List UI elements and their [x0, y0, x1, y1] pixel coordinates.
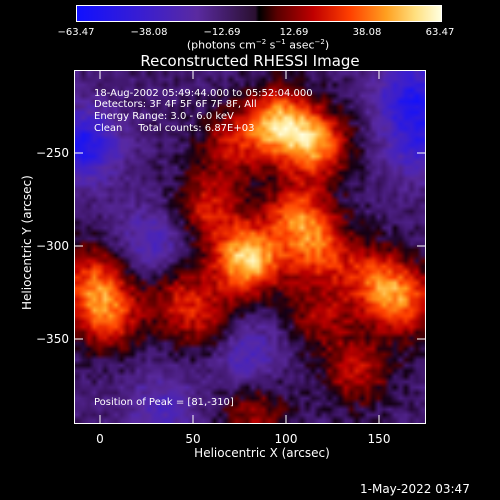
colorbar-tick: 12.69 — [279, 27, 309, 38]
y-axis-label: Heliocentric Y (arcsec) — [20, 175, 34, 310]
colorbar — [76, 5, 442, 22]
plot-title: Reconstructed RHESSI Image — [140, 52, 360, 70]
peak-position-label: Position of Peak = [81,-310] — [94, 397, 234, 408]
axis-ticks — [75, 71, 425, 423]
colorbar-tick: −63.47 — [57, 27, 95, 38]
detectors-label: Detectors: 3F 4F 5F 6F 7F 8F, All — [94, 99, 257, 110]
colorbar-tick: 38.08 — [352, 27, 382, 38]
colorbar-tick: −38.08 — [130, 27, 168, 38]
time-range-label: 18-Aug-2002 05:49:44.000 to 05:52:04.000 — [94, 88, 313, 99]
colorbar-tick: 63.47 — [425, 27, 455, 38]
energy-range-label: Energy Range: 3.0 - 6.0 keV — [94, 111, 234, 122]
x-tick-label: 100 — [274, 432, 298, 446]
heatmap-plot[interactable] — [74, 70, 426, 424]
x-tick-label: 150 — [367, 432, 391, 446]
y-tick-label: −300 — [36, 239, 69, 253]
colorbar-units: (photons cm−2 s−1 asec−2) — [186, 38, 330, 52]
x-tick-label: 50 — [185, 432, 201, 446]
heatmap-image — [75, 71, 425, 423]
method-counts-label: Clean Total counts: 6.87E+03 — [94, 123, 255, 134]
x-axis-label: Heliocentric X (arcsec) — [194, 446, 330, 460]
y-tick-label: −350 — [36, 332, 69, 346]
timestamp: 1-May-2022 03:47 — [360, 482, 470, 496]
y-tick-label: −250 — [36, 146, 69, 160]
colorbar-tick: −12.69 — [203, 27, 241, 38]
x-tick-label: 0 — [96, 432, 104, 446]
